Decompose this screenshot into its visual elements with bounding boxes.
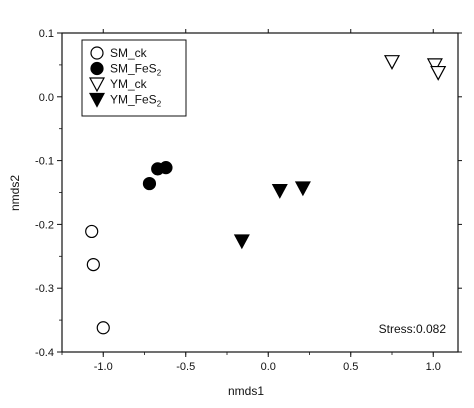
- legend-label: YM_FeS2: [110, 93, 162, 109]
- stress-annotation: Stress:0.082: [379, 322, 447, 336]
- data-point-ym-ck: [426, 58, 443, 74]
- y-tick-label: -0.4: [35, 347, 54, 359]
- data-point-sm-fes2: [159, 161, 173, 175]
- x-tick-label: -0.5: [176, 361, 195, 373]
- x-tick-label: 0.0: [261, 361, 276, 373]
- legend-label: SM_FeS2: [110, 62, 162, 78]
- legend-label: YM_ck: [110, 77, 148, 91]
- legend-label: SM_ck: [110, 46, 148, 60]
- data-point-ym-fes2: [233, 234, 250, 250]
- legend-marker-sm-fes2: [90, 61, 104, 76]
- data-point-sm-ck: [86, 257, 100, 272]
- legend-marker-ym-fes2: [88, 92, 106, 108]
- data-point-sm-ck: [85, 224, 99, 239]
- data-point-ym-fes2: [294, 181, 311, 197]
- data-point-ym-ck: [383, 55, 401, 70]
- y-tick-label: 0.1: [39, 28, 54, 40]
- x-tick-label: -1.0: [94, 361, 113, 373]
- y-tick-label: 0.0: [39, 92, 54, 104]
- data-point-ym-fes2: [271, 183, 288, 199]
- x-axis-label: nmds1: [228, 384, 264, 398]
- data-point-sm-ck: [96, 321, 110, 335]
- y-tick-label: -0.2: [35, 219, 54, 231]
- legend-marker-ym-ck: [88, 77, 106, 93]
- x-tick-label: 0.5: [343, 361, 358, 373]
- data-point-ym-ck: [430, 65, 447, 81]
- y-tick-label: -0.1: [35, 156, 54, 168]
- legend-marker-sm-ck: [90, 46, 104, 60]
- y-axis-label: nmds2: [8, 175, 22, 211]
- data-point-sm-fes2: [142, 176, 157, 191]
- y-tick-label: -0.3: [35, 283, 54, 295]
- x-tick-label: 1.0: [426, 361, 441, 373]
